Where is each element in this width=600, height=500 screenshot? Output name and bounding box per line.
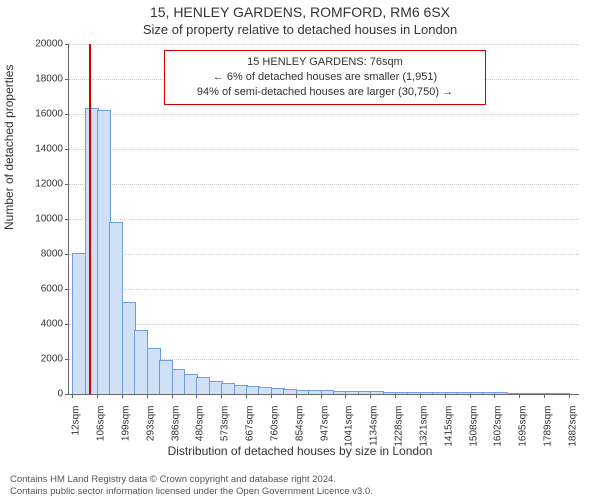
x-tick-mark [470, 394, 471, 398]
x-tick-mark [271, 394, 272, 398]
x-tick-mark [196, 394, 197, 398]
x-tick-label: 1789sqm [543, 406, 554, 447]
x-tick-mark [519, 394, 520, 398]
gridline-h [69, 149, 579, 150]
x-tick-label: 106sqm [96, 406, 107, 442]
x-tick-mark [544, 394, 545, 398]
x-tick-mark [72, 394, 73, 398]
x-tick-label: 1508sqm [468, 406, 479, 447]
gridline-h [69, 324, 579, 325]
annotation-box: 15 HENLEY GARDENS: 76sqm ← 6% of detache… [164, 50, 486, 105]
x-tick-mark [122, 394, 123, 398]
y-tick-label: 12000 [35, 179, 69, 190]
x-tick-mark [147, 394, 148, 398]
footer-line-2: Contains public sector information licen… [10, 486, 600, 498]
x-tick-label: 1695sqm [518, 406, 529, 447]
x-tick-label: 293sqm [145, 406, 156, 442]
x-axis-label: Distribution of detached houses by size … [0, 444, 600, 458]
x-tick-mark [569, 394, 570, 398]
gridline-h [69, 289, 579, 290]
x-tick-label: 1602sqm [493, 406, 504, 447]
title-main: 15, HENLEY GARDENS, ROMFORD, RM6 6SX [0, 4, 600, 20]
y-tick-label: 14000 [35, 144, 69, 155]
x-tick-mark [445, 394, 446, 398]
figure-root: 15, HENLEY GARDENS, ROMFORD, RM6 6SX Siz… [0, 0, 600, 500]
x-tick-mark [172, 394, 173, 398]
x-tick-label: 1228sqm [394, 406, 405, 447]
reference-line [89, 44, 91, 394]
x-tick-label: 947sqm [319, 406, 330, 442]
x-tick-label: 573sqm [220, 406, 231, 442]
y-tick-label: 4000 [41, 319, 69, 330]
annotation-line-3: 94% of semi-detached houses are larger (… [175, 85, 475, 100]
histogram-bar [556, 393, 570, 394]
gridline-h [69, 44, 579, 45]
x-tick-label: 1041sqm [344, 406, 355, 447]
x-tick-label: 480sqm [195, 406, 206, 442]
y-tick-label: 0 [57, 389, 69, 400]
annotation-line-2: ← 6% of detached houses are smaller (1,9… [175, 70, 475, 85]
x-tick-label: 1415sqm [443, 406, 454, 447]
x-tick-label: 1882sqm [567, 406, 578, 447]
footer-line-1: Contains HM Land Registry data © Crown c… [10, 474, 600, 486]
gridline-h [69, 114, 579, 115]
y-tick-label: 18000 [35, 74, 69, 85]
y-tick-label: 2000 [41, 354, 69, 365]
x-tick-mark [345, 394, 346, 398]
x-tick-mark [494, 394, 495, 398]
y-tick-label: 10000 [35, 214, 69, 225]
y-axis-label: Number of detached properties [2, 65, 16, 230]
y-tick-label: 6000 [41, 284, 69, 295]
x-tick-mark [97, 394, 98, 398]
y-tick-label: 20000 [35, 39, 69, 50]
gridline-h [69, 219, 579, 220]
x-tick-label: 854sqm [294, 406, 305, 442]
x-tick-mark [296, 394, 297, 398]
x-tick-label: 1321sqm [418, 406, 429, 447]
title-sub: Size of property relative to detached ho… [0, 22, 600, 37]
footer: Contains HM Land Registry data © Crown c… [0, 474, 600, 498]
x-tick-label: 386sqm [170, 406, 181, 442]
x-tick-label: 199sqm [120, 406, 131, 442]
x-tick-mark [246, 394, 247, 398]
x-tick-mark [395, 394, 396, 398]
y-tick-label: 8000 [41, 249, 69, 260]
gridline-h [69, 184, 579, 185]
x-tick-label: 12sqm [71, 406, 82, 436]
x-tick-mark [370, 394, 371, 398]
x-tick-label: 760sqm [269, 406, 280, 442]
x-tick-label: 1134sqm [369, 406, 380, 446]
x-tick-mark [221, 394, 222, 398]
plot-area: 0200040006000800010000120001400016000180… [68, 44, 579, 395]
x-tick-mark [321, 394, 322, 398]
gridline-h [69, 254, 579, 255]
annotation-line-1: 15 HENLEY GARDENS: 76sqm [175, 55, 475, 70]
y-tick-label: 16000 [35, 109, 69, 120]
x-tick-label: 667sqm [245, 406, 256, 442]
x-tick-mark [420, 394, 421, 398]
